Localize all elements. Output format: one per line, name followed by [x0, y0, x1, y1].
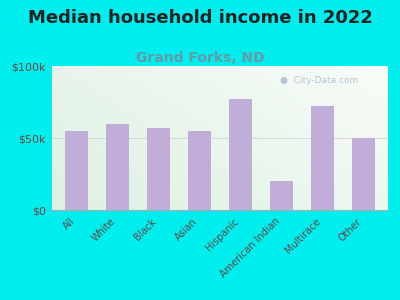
Bar: [65, 131, 88, 210]
Bar: [270, 181, 293, 210]
Bar: [106, 124, 129, 210]
Bar: [352, 138, 375, 210]
Text: ●  City-Data.com: ● City-Data.com: [280, 76, 359, 85]
Bar: [311, 106, 334, 210]
Text: Grand Forks, ND: Grand Forks, ND: [136, 51, 264, 65]
Text: Median household income in 2022: Median household income in 2022: [28, 9, 372, 27]
Bar: [147, 128, 170, 210]
Bar: [188, 131, 211, 210]
Bar: [229, 99, 252, 210]
